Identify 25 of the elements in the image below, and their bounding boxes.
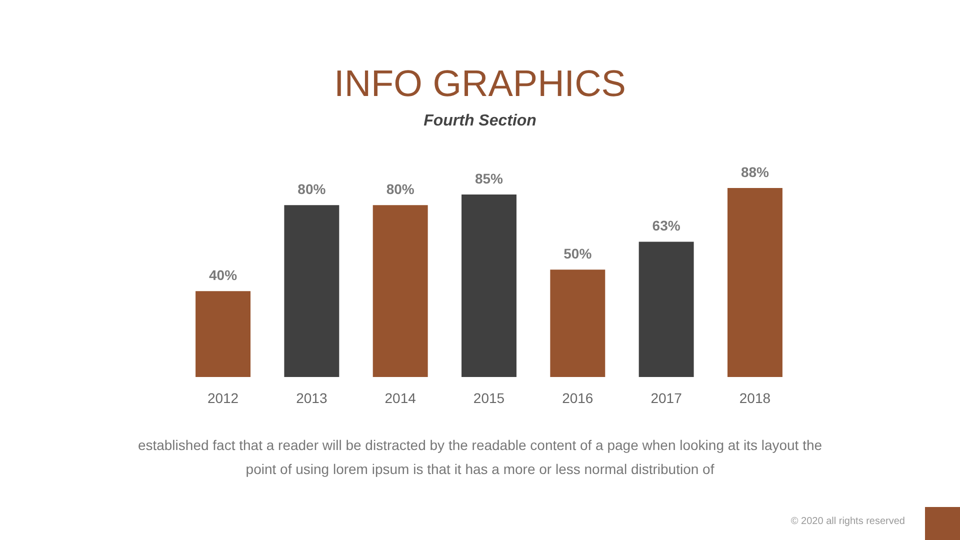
x-tick-label: 2017 <box>650 390 682 406</box>
data-label: 85% <box>474 170 504 186</box>
text: © 2020 all rights reserved <box>790 516 905 527</box>
x-tick-label: 2015 <box>473 390 505 406</box>
data-label: 80% <box>298 181 326 198</box>
chart-title: INFO GRAPHICS <box>334 63 626 104</box>
data-label: 40% <box>209 267 238 284</box>
chart-subtitle: Fourth Section <box>424 112 537 130</box>
x-tick-label: 2014 <box>384 390 416 406</box>
x-tick-label: 2013 <box>296 390 328 406</box>
bar <box>638 242 694 377</box>
text: established fact that a reader will be distracted by the readable content of a page when looking at its layout the point of using lorem ipsum is that it has a more or less normal distribution of <box>136 436 824 479</box>
bar <box>196 291 251 377</box>
bar <box>372 205 428 377</box>
x-tick-label: 2018 <box>739 390 771 406</box>
data-label: 50% <box>564 246 592 262</box>
bar <box>284 205 340 377</box>
data-label: 63% <box>652 218 681 234</box>
bar <box>462 194 516 377</box>
x-tick-label: 2012 <box>207 390 239 406</box>
bar <box>550 270 606 377</box>
data-label: 80% <box>386 181 415 198</box>
data-label: 88% <box>740 164 770 180</box>
bar <box>727 188 782 377</box>
x-tick-label: 2016 <box>562 390 594 406</box>
